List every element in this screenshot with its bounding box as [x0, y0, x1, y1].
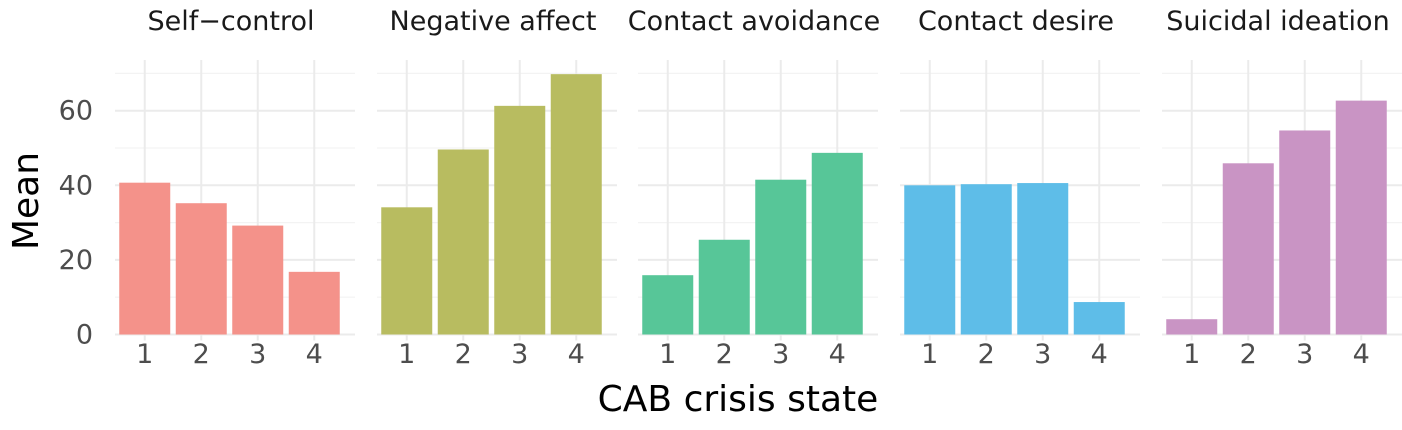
y-tick-label: 60: [59, 96, 93, 127]
y-tick-label: 20: [59, 245, 93, 276]
x-tick-label: 4: [1091, 339, 1108, 370]
x-tick-label: 4: [1353, 339, 1370, 370]
x-tick-label: 4: [829, 339, 846, 370]
x-tick-label: 3: [249, 339, 266, 370]
bar: [642, 275, 694, 335]
x-tick-label: 1: [1183, 339, 1200, 370]
bar: [550, 74, 602, 335]
bar: [437, 149, 489, 335]
panel-title: Self−control: [148, 6, 315, 37]
x-tick-label: 2: [193, 339, 210, 370]
x-tick-label: 1: [398, 339, 415, 370]
panel-title: Contact avoidance: [628, 6, 880, 37]
bar: [1166, 319, 1218, 335]
x-tick-label: 4: [568, 339, 585, 370]
x-tick-label: 3: [511, 339, 528, 370]
x-tick-label: 2: [1240, 339, 1257, 370]
panel-2: 1 2 3 4 Contact avoidance: [628, 6, 880, 370]
bar: [1279, 130, 1331, 335]
x-tick-label: 1: [921, 339, 938, 370]
panel-title: Contact desire: [918, 6, 1114, 37]
bar: [381, 207, 433, 335]
bar: [1335, 100, 1387, 335]
y-tick-label: 40: [59, 170, 93, 201]
bar: [1222, 163, 1274, 335]
x-tick-label: 1: [659, 339, 676, 370]
panel-1: 1 2 3 4 Negative affect: [377, 6, 617, 370]
bar: [904, 185, 956, 335]
panel-3: 1 2 3 4 Contact desire: [900, 6, 1140, 370]
x-tick-label: 2: [978, 339, 995, 370]
bar: [698, 239, 750, 335]
y-tick-label: 0: [76, 320, 93, 351]
bar: [960, 184, 1012, 335]
x-tick-label: 4: [306, 339, 323, 370]
x-tick-label: 2: [716, 339, 733, 370]
bar: [811, 152, 863, 335]
panel-4: 1 2 3 4 Suicidal ideation: [1162, 6, 1402, 370]
bar: [755, 179, 807, 335]
x-tick-label: 2: [455, 339, 472, 370]
panel-0: 1 2 3 4 Self−control: [115, 6, 355, 370]
bar: [1073, 302, 1125, 335]
panel-title: Negative affect: [390, 6, 597, 37]
x-tick-label: 3: [1296, 339, 1313, 370]
y-axis-title: Mean: [6, 152, 47, 250]
bar: [232, 225, 284, 335]
x-tick-label: 1: [136, 339, 153, 370]
bar: [494, 105, 546, 335]
bar: [175, 203, 227, 335]
bar: [1017, 183, 1069, 335]
x-tick-label: 3: [1034, 339, 1051, 370]
bar: [288, 271, 340, 335]
x-axis-title: CAB crisis state: [598, 379, 879, 420]
panel-title: Suicidal ideation: [1166, 6, 1389, 37]
bar: [119, 182, 171, 335]
x-tick-label: 3: [772, 339, 789, 370]
